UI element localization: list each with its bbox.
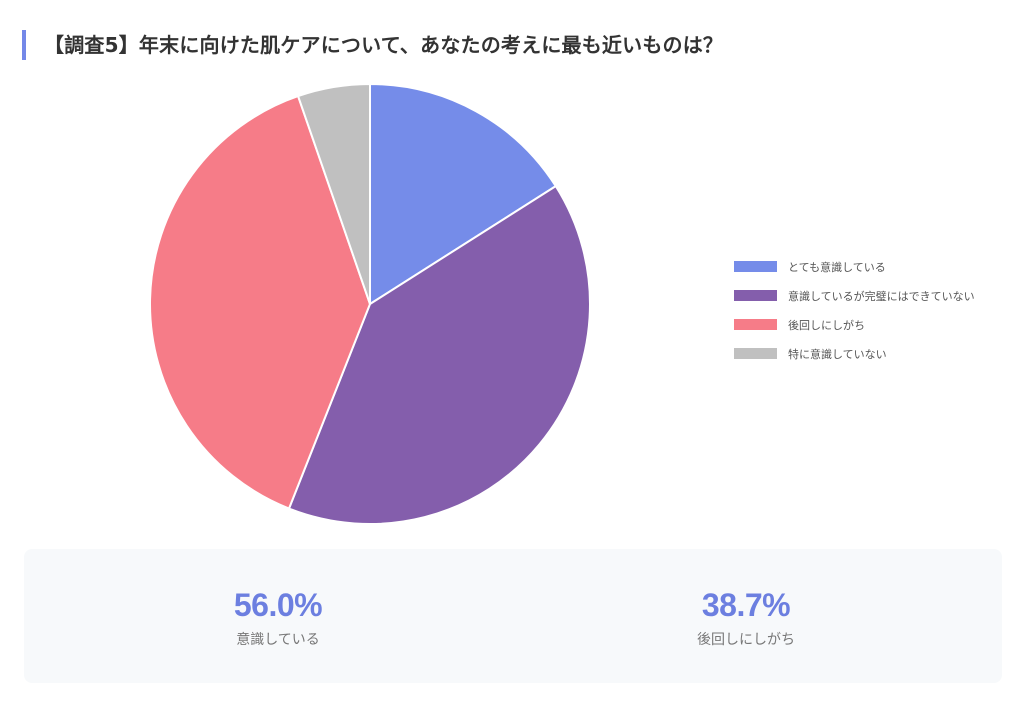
legend-label: 後回しにしがち [788,318,865,332]
chart-title: 【調査5】年末に向けた肌ケアについて、あなたの考えに最も近いものは？ [44,33,724,57]
legend-label: とても意識している [788,260,886,274]
pie-slice[interactable] [287,184,591,525]
legend: とても意識している 意識しているが完璧にはできていない 後回しにしがち 特に意識… [734,252,975,368]
legend-swatch [734,319,777,330]
stat-value: 56.0% [233,587,323,623]
legend-item[interactable]: 意識しているが完璧にはできていない [734,281,975,310]
stat-label: 意識している [236,632,320,648]
summary-stat-postpone: 38.7% 後回しにしがち [646,587,846,649]
legend-label: 特に意識していない [788,347,887,361]
pie-slice[interactable] [296,82,371,305]
pie-chart [149,82,591,525]
legend-item[interactable]: とても意識している [734,252,975,281]
legend-swatch [734,261,777,272]
pie-slice[interactable] [369,82,558,306]
legend-swatch [734,290,777,301]
legend-item[interactable]: 後回しにしがち [734,310,975,339]
title-accent-bar [22,30,26,60]
pie-slices [149,82,591,525]
stat-value: 38.7% [701,587,791,623]
summary-stat-aware: 56.0% 意識している [178,587,378,649]
legend-item[interactable]: 特に意識していない [734,339,975,368]
pie-slice[interactable] [149,94,372,510]
summary-panel: 56.0% 意識している 38.7% 後回しにしがち [24,549,1002,683]
legend-swatch [734,348,777,359]
legend-label: 意識しているが完璧にはできていない [788,289,975,303]
stat-label: 後回しにしがち [697,632,795,648]
